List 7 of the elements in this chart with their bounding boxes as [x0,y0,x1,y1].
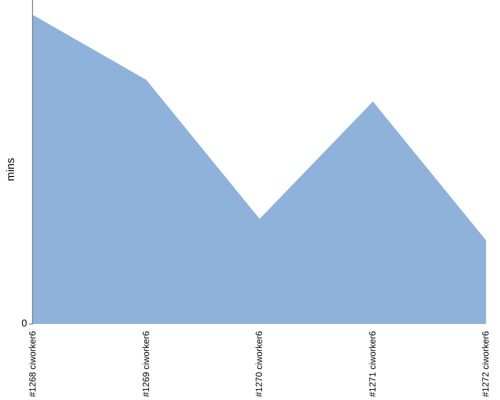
x-tick-label: #1271 ciworker6 [367,330,378,398]
x-tick-label: #1270 ciworker6 [254,330,264,398]
x-tick-label: #1269 ciworker6 [140,330,151,398]
y-axis-title: mins [5,157,18,182]
annotation: 0 [21,318,28,330]
x-tick-label: #1272 ciworker6 [480,330,491,398]
x-tick-label: #1268 ciworker6 [27,330,38,398]
